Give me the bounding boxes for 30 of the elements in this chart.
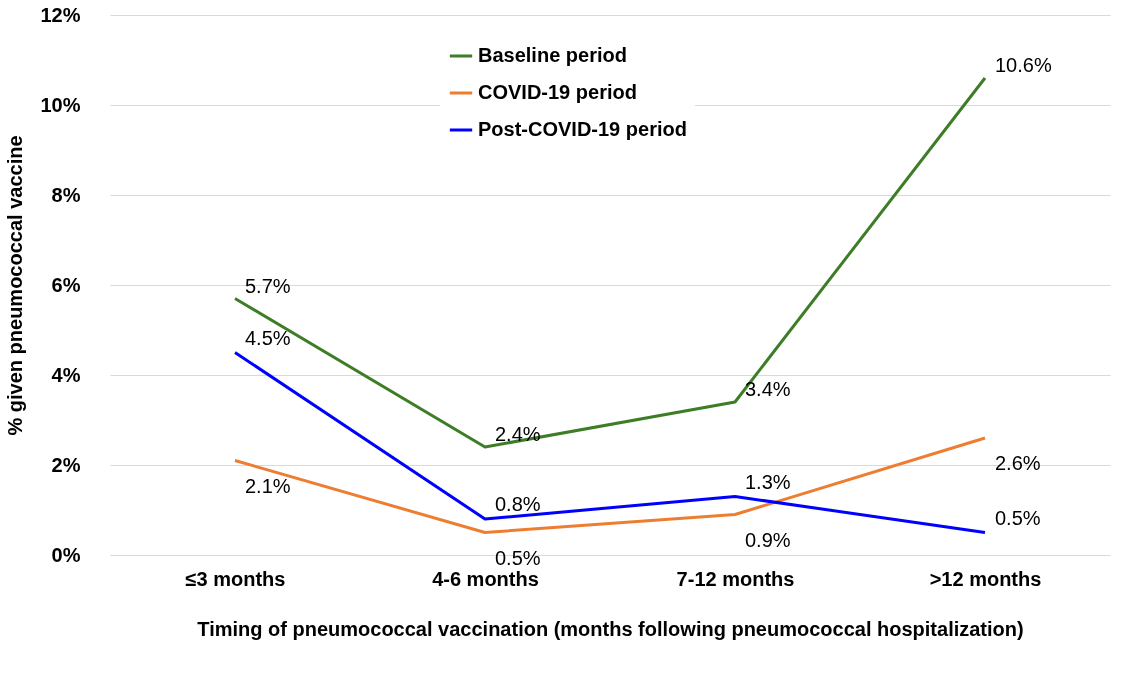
y-tick-label: 4%: [51, 363, 81, 386]
data-label: 0.5%: [495, 546, 541, 569]
x-tick-label: ≤3 months: [185, 567, 286, 590]
x-axis-title: Timing of pneumococcal vaccination (months following pneumococcal hospitalization): [197, 617, 1024, 640]
data-label: 2.4%: [495, 423, 541, 445]
data-label: 0.9%: [745, 528, 791, 551]
legend-label: Post-COVID-19 period: [478, 118, 687, 140]
data-label: 2.6%: [995, 452, 1041, 474]
y-tick-label: 8%: [51, 183, 81, 206]
y-tick-label: 2%: [51, 453, 81, 476]
data-label: 3.4%: [745, 378, 791, 400]
data-label: 0.5%: [995, 506, 1041, 529]
data-label: 2.1%: [245, 474, 291, 497]
x-tick-label: 7-12 months: [676, 567, 795, 590]
y-axis-title: % given pneumococcal vaccine: [4, 135, 27, 436]
line-series: [233, 351, 987, 534]
y-tick-label: 6%: [51, 273, 81, 296]
data-label: 0.8%: [495, 493, 541, 515]
y-tick-label: 12%: [40, 3, 81, 26]
data-label: 4.5%: [245, 326, 291, 349]
x-tick-label: 4-6 months: [432, 567, 539, 590]
x-tick-label: >12 months: [929, 567, 1042, 590]
legend-label: COVID-19 period: [478, 81, 637, 103]
y-tick-label: 0%: [51, 543, 81, 566]
data-label: 10.6%: [995, 54, 1052, 76]
y-tick-label: 10%: [40, 93, 81, 116]
line-series: [233, 76, 987, 449]
data-label: 5.7%: [245, 274, 291, 297]
legend-label: Baseline period: [478, 44, 627, 66]
data-label: 1.3%: [745, 470, 791, 493]
